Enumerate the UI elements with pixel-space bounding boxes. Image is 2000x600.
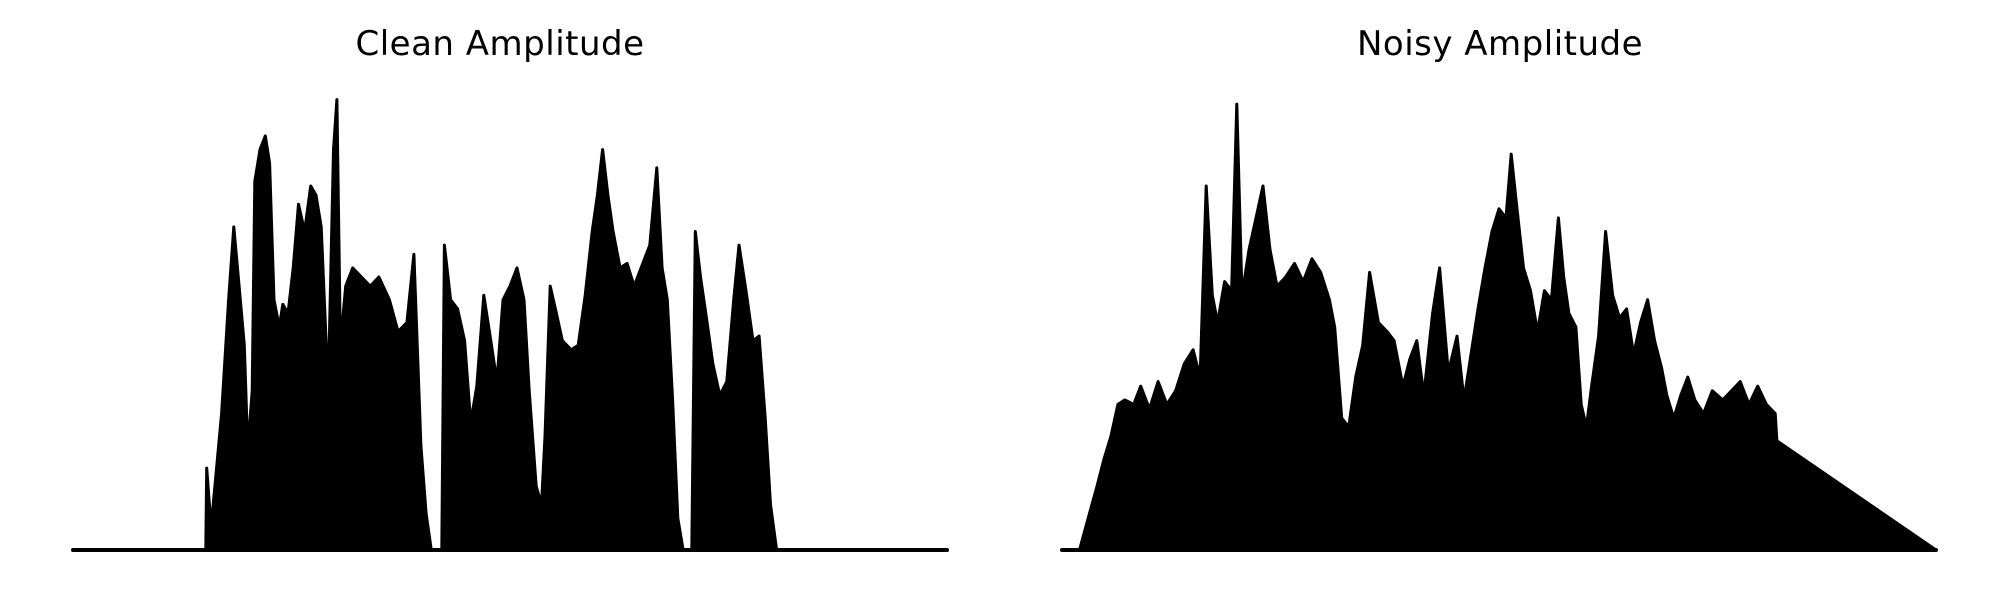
clean-amplitude-plot	[71, 98, 949, 552]
amplitude-envelope	[1060, 102, 1938, 552]
amplitude-envelope	[71, 98, 949, 552]
noisy-amplitude-plot	[1060, 102, 1938, 552]
chart-title-clean: Clean Amplitude	[355, 24, 645, 64]
chart-title-noisy: Noisy Amplitude	[1356, 24, 1644, 64]
clean-amplitude-panel: Clean Amplitude	[71, 24, 949, 552]
noisy-amplitude-panel: Noisy Amplitude	[1000, 0, 2000, 600]
